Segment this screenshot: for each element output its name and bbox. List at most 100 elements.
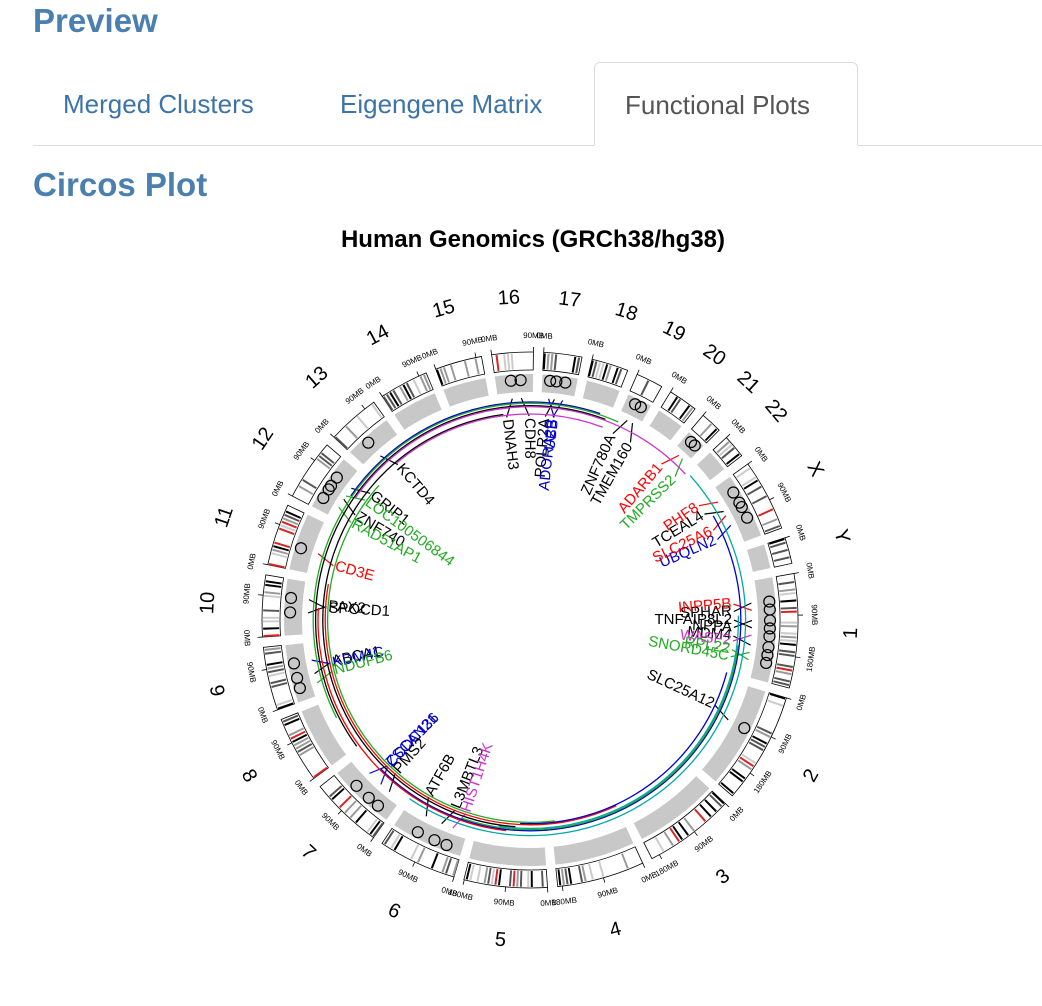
cytoband xyxy=(779,592,796,596)
gene-leader-line xyxy=(733,603,752,611)
tick-mark xyxy=(769,497,775,501)
cytoband xyxy=(567,867,573,884)
cytoband xyxy=(372,822,384,837)
cytoband xyxy=(390,833,401,849)
chromosome-label-13: 13 xyxy=(301,362,332,393)
tick-label: 0MB xyxy=(753,445,770,464)
cytoband xyxy=(318,455,333,467)
link-arc xyxy=(396,413,603,464)
tick-mark xyxy=(561,885,564,892)
tick-label: 0MB xyxy=(246,552,258,570)
cytoband xyxy=(483,867,489,884)
gene-marker xyxy=(324,479,338,492)
tick-mark xyxy=(474,352,477,358)
chromosome-label-20: 20 xyxy=(699,340,730,371)
chromosome-13-ideogram xyxy=(333,401,385,451)
chromosome-label-16: 16 xyxy=(497,286,521,309)
cytoband xyxy=(285,510,302,519)
tick-label: 0MB xyxy=(480,333,498,344)
cytoband xyxy=(614,368,623,385)
cytoband xyxy=(512,870,516,887)
gene-leader-line xyxy=(717,524,732,540)
cytoband xyxy=(344,800,357,814)
tick-mark xyxy=(361,404,366,410)
tab-eigengene-matrix[interactable]: Eigengene Matrix xyxy=(340,89,543,119)
cytoband xyxy=(436,369,444,386)
link-arc xyxy=(324,584,617,826)
chromosome-21-track xyxy=(677,432,704,459)
link-arc xyxy=(498,615,740,830)
chromosome-label-3: 3 xyxy=(712,865,734,889)
cytoband xyxy=(442,366,450,383)
cytoband xyxy=(575,357,581,374)
cytoband xyxy=(780,621,797,624)
cytoband xyxy=(527,870,530,887)
cytoband xyxy=(654,836,665,852)
cytoband xyxy=(267,664,284,670)
tick-label: 90MB xyxy=(269,739,287,762)
chromosome-9-ideogram xyxy=(262,645,295,711)
tab-merged-clusters[interactable]: Merged Clusters xyxy=(63,89,254,119)
tick-label: 90MB xyxy=(523,331,544,340)
tick-label: 0MB xyxy=(256,706,270,725)
gene-marker xyxy=(740,511,754,524)
link-arc xyxy=(314,404,606,747)
chromosome-12-track xyxy=(311,459,358,515)
cytoband xyxy=(780,625,797,628)
cytoband xyxy=(345,425,358,439)
cytoband xyxy=(588,863,594,880)
cytoband xyxy=(393,835,404,851)
cytoband xyxy=(546,353,550,370)
tick-mark xyxy=(261,669,267,671)
cytoband xyxy=(412,379,422,395)
tick-label: 90MB xyxy=(397,868,420,885)
chromosome-6-track xyxy=(394,810,466,856)
tick-label: 90MB xyxy=(693,834,715,854)
chromosome-label-X: X xyxy=(803,458,829,480)
chromosome-19-ideogram xyxy=(629,373,663,403)
tick-mark xyxy=(310,457,315,461)
gene-leader-line xyxy=(712,515,727,531)
cytoband xyxy=(465,863,472,880)
cytoband xyxy=(679,405,691,420)
cytoband xyxy=(704,428,718,442)
chromosome-label-17: 17 xyxy=(557,287,582,312)
gene-marker xyxy=(440,838,453,852)
chromosome-X-ideogram xyxy=(732,463,783,535)
cytoband xyxy=(752,735,768,745)
cytoband xyxy=(775,670,792,676)
cytoband xyxy=(677,821,689,836)
cytoband xyxy=(769,692,786,700)
cytoband xyxy=(598,861,605,877)
chromosome-label-14: 14 xyxy=(363,320,393,350)
chromosome-15-track xyxy=(443,378,489,407)
link-arc xyxy=(317,607,507,832)
tick-label: 0MB xyxy=(313,417,331,435)
cytoband xyxy=(405,382,416,398)
cytoband xyxy=(410,844,420,860)
cytoband xyxy=(694,808,707,823)
gene-label: POLR2A xyxy=(532,418,553,478)
tick-mark xyxy=(274,522,280,525)
cytoband xyxy=(670,398,682,414)
cytoband xyxy=(672,825,683,840)
tick-label: 90MB xyxy=(292,440,312,462)
cytoband xyxy=(280,524,296,532)
gene-marker xyxy=(763,622,776,635)
gene-label: CD3E xyxy=(333,558,376,585)
gene-marker xyxy=(761,648,774,662)
tick-mark xyxy=(795,656,801,659)
tab-functional-plots[interactable]: Functional Plots xyxy=(594,62,858,146)
cytoband xyxy=(463,360,470,377)
gene-marker xyxy=(284,591,298,605)
cytoband xyxy=(503,354,507,371)
cytoband xyxy=(776,666,793,672)
tick-label: 90MB xyxy=(596,886,619,900)
tick-label: 0MB xyxy=(704,394,722,411)
cytoband xyxy=(487,867,492,884)
cytoband xyxy=(276,698,293,706)
gene-marker xyxy=(428,834,441,847)
gene-marker xyxy=(322,483,335,496)
link-arc xyxy=(350,401,601,497)
cytoband xyxy=(767,699,784,707)
